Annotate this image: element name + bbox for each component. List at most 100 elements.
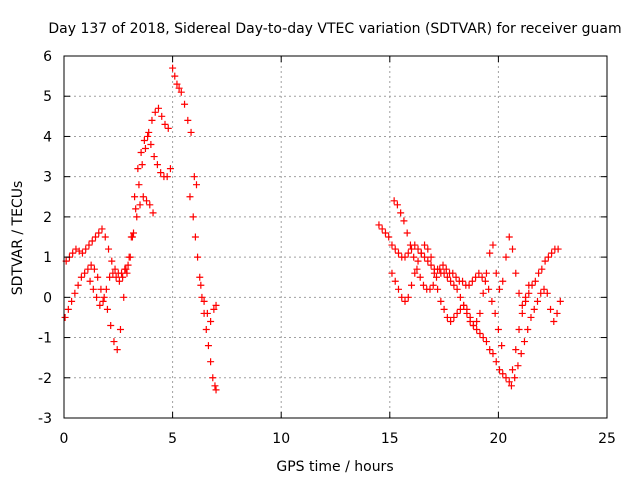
data-point (85, 241, 93, 249)
data-point (450, 313, 458, 321)
data-point (489, 350, 497, 358)
y-tick-label: -3 (38, 411, 52, 427)
series-satellite-track-C (86, 104, 172, 309)
data-point (537, 289, 545, 297)
data-point (91, 233, 99, 241)
data-point (124, 261, 132, 269)
axis-ticks (63, 55, 608, 419)
data-point (102, 285, 110, 293)
data-point (502, 253, 510, 261)
data-point (186, 193, 194, 201)
data-point (154, 104, 162, 112)
data-point (147, 140, 155, 148)
data-point (404, 293, 412, 301)
data-point (212, 301, 220, 309)
data-point (512, 269, 520, 277)
data-point (212, 386, 220, 394)
data-point (453, 309, 461, 317)
data-point (507, 382, 515, 390)
data-point (515, 289, 523, 297)
y-tick-label: -2 (38, 371, 52, 387)
data-point (499, 277, 507, 285)
data-point (98, 225, 106, 233)
data-point (200, 297, 208, 305)
data-point (84, 265, 92, 273)
data-point (184, 116, 192, 124)
data-point (190, 173, 198, 181)
data-point (518, 301, 526, 309)
data-point (453, 285, 461, 293)
data-point (137, 149, 145, 157)
data-point (120, 293, 128, 301)
data-point (468, 277, 476, 285)
data-point (449, 269, 457, 277)
data-point (540, 285, 548, 293)
data-point (429, 281, 437, 289)
data-point (535, 269, 543, 277)
data-point (209, 374, 217, 382)
data-point (533, 297, 541, 305)
series-satellite-track-E (197, 281, 220, 325)
data-point (437, 297, 445, 305)
data-point (390, 197, 398, 205)
data-point (406, 241, 414, 249)
y-tick-labels: -3 -2 -1 0 1 2 3 4 5 6 (38, 49, 52, 427)
data-point (479, 334, 487, 342)
data-point (132, 205, 140, 213)
data-point (103, 305, 111, 313)
data-point (106, 273, 114, 281)
data-point (427, 261, 435, 269)
data-point (416, 273, 424, 281)
x-tick-label: 10 (272, 431, 290, 447)
data-point (469, 321, 477, 329)
y-tick-label: 4 (43, 129, 52, 145)
x-tick-label: 20 (489, 431, 507, 447)
data-point (136, 201, 144, 209)
data-point (494, 326, 502, 334)
data-point (145, 128, 153, 136)
data-point (203, 309, 211, 317)
data-point (538, 265, 546, 273)
data-point (187, 128, 195, 136)
data-point (404, 249, 412, 257)
data-point (391, 245, 399, 253)
data-point (424, 245, 432, 253)
series-satellite-track-G (390, 197, 506, 350)
data-point (107, 321, 115, 329)
data-point (138, 161, 146, 169)
data-point (81, 269, 89, 277)
data-point (141, 145, 149, 153)
data-point (456, 305, 464, 313)
data-point (456, 293, 464, 301)
data-point (158, 112, 166, 120)
data-point (197, 281, 205, 289)
data-point (391, 277, 399, 285)
data-point (202, 326, 210, 334)
data-point (548, 249, 556, 257)
data-point (410, 253, 418, 261)
data-point (153, 161, 161, 169)
data-point (511, 374, 519, 382)
data-point (381, 229, 389, 237)
data-point (164, 124, 172, 132)
data-point (427, 253, 435, 261)
y-tick-label: -1 (38, 331, 52, 347)
data-point (163, 173, 171, 181)
data-point (196, 273, 204, 281)
data-point (143, 197, 151, 205)
data-point (426, 285, 434, 293)
series-satellite-track-H (388, 233, 562, 329)
data-point (211, 382, 219, 390)
data-point (430, 269, 438, 277)
y-tick-label: 0 (43, 290, 52, 306)
data-point (108, 257, 116, 265)
data-point (140, 136, 148, 144)
data-point (541, 257, 549, 265)
chart-title: Day 137 of 2018, Sidereal Day-to-day VTE… (48, 21, 621, 37)
y-tick-label: 5 (43, 89, 52, 105)
data-point (96, 301, 104, 309)
data-point (434, 285, 442, 293)
data-point (385, 233, 393, 241)
data-point (149, 209, 157, 217)
